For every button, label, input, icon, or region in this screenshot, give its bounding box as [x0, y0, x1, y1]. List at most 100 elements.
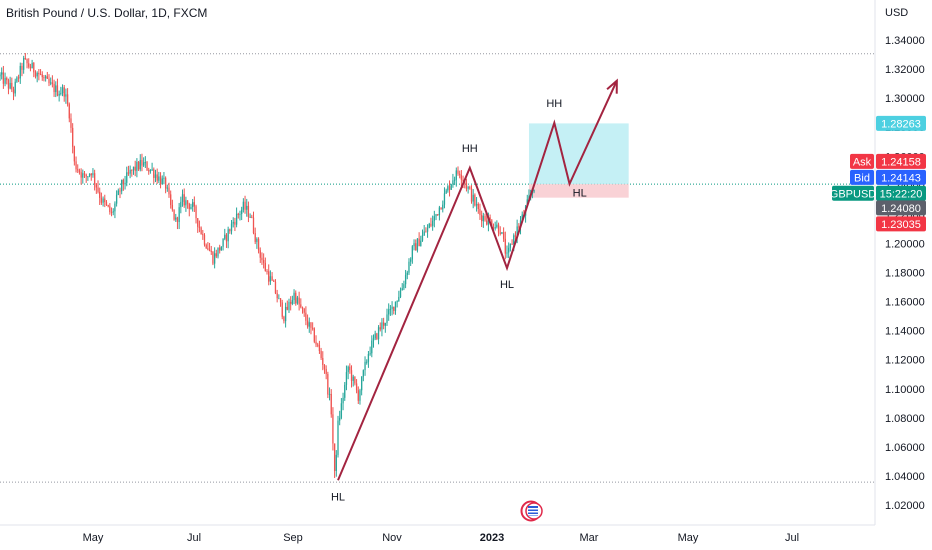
candle-body — [377, 327, 380, 340]
y-tick-label: 1.32000 — [885, 64, 925, 76]
candle-body — [26, 59, 28, 64]
candle-body — [511, 243, 513, 245]
candle-body — [4, 77, 6, 84]
candle-body — [371, 340, 373, 354]
candle-body — [164, 177, 167, 189]
candle-body — [178, 207, 180, 222]
candle-body — [475, 203, 478, 206]
candle-body — [31, 62, 33, 69]
candle-body — [210, 250, 212, 252]
candle-body — [82, 173, 84, 178]
candle-body — [144, 162, 146, 164]
higher-low-label: HL — [573, 187, 587, 199]
y-tick-label: 1.30000 — [885, 93, 925, 105]
candle-body — [188, 203, 190, 210]
projection-arrow-head — [606, 78, 618, 94]
candle-body — [508, 247, 510, 253]
candle-body — [320, 350, 322, 358]
price-tag-bg — [876, 200, 926, 216]
candle-body — [310, 322, 312, 328]
candle-body — [317, 344, 319, 346]
candle-body — [347, 366, 349, 373]
candle-body — [219, 247, 221, 251]
candle-body — [200, 227, 202, 235]
candle-body — [355, 383, 358, 391]
candle-body — [438, 207, 441, 216]
candle-body — [28, 63, 30, 67]
candle-body — [235, 213, 238, 225]
candle-body — [16, 77, 18, 82]
candle-body — [416, 238, 419, 251]
price-tag-value: 1.24143 — [881, 172, 921, 184]
candle-body — [66, 94, 69, 105]
candle-body — [180, 201, 182, 208]
candle-body — [323, 364, 326, 369]
candle-body — [146, 162, 148, 171]
candle-body — [312, 327, 314, 329]
candle-body — [9, 82, 11, 89]
candle-body — [474, 194, 476, 206]
candle-body — [357, 390, 359, 401]
x-tick-label: Jul — [187, 532, 201, 544]
candle-body — [518, 226, 520, 228]
candle-body — [278, 298, 280, 300]
candle-body — [117, 190, 119, 195]
candle-body — [342, 397, 344, 404]
candle-body — [186, 200, 189, 204]
candle-body — [401, 288, 403, 291]
candle-body — [60, 93, 62, 95]
y-tick-label: 1.02000 — [885, 500, 925, 512]
candle-body — [421, 235, 424, 241]
candle-body — [332, 414, 334, 444]
candle-body — [122, 179, 125, 185]
candle-body — [330, 393, 332, 415]
candle-body — [29, 66, 32, 69]
price-tag-label-bg — [832, 185, 874, 201]
candle-body — [6, 77, 8, 81]
price-tag-bg — [876, 185, 926, 201]
candle-body — [1, 72, 3, 75]
candle-body — [440, 207, 442, 210]
candle-body — [514, 235, 517, 237]
candle-body — [195, 206, 197, 219]
candle-body — [284, 306, 287, 322]
candle-body — [428, 223, 430, 228]
candle-body — [410, 259, 412, 262]
currency-label: USD — [885, 7, 908, 19]
candle-body — [39, 74, 42, 76]
candle-body — [328, 393, 331, 395]
target-zone — [528, 123, 629, 185]
candle-body — [139, 159, 141, 170]
candle-body — [109, 206, 111, 213]
candle-body — [136, 161, 138, 171]
candle-body — [335, 454, 337, 471]
candle-body — [247, 205, 250, 217]
candle-body — [85, 174, 87, 177]
candle-body — [232, 221, 234, 224]
candle-body — [306, 320, 309, 327]
candle-body — [418, 238, 420, 247]
price-tag-label-bg — [850, 169, 874, 185]
price-tag-value: 15:22:20 — [880, 188, 923, 200]
candle-body — [350, 370, 353, 381]
candle-body — [406, 272, 408, 275]
candle-body — [415, 243, 417, 251]
candle-body — [56, 85, 59, 96]
candle-body — [203, 235, 206, 245]
x-tick-label: May — [678, 532, 699, 544]
price-tag-label: GBPUSD — [830, 188, 877, 200]
candle-body — [23, 58, 25, 70]
candle-body — [58, 93, 60, 96]
candle-body — [504, 238, 506, 254]
candle-body — [131, 169, 133, 171]
candle-body — [99, 191, 101, 198]
x-tick-label: Nov — [382, 532, 402, 544]
candle-body — [384, 322, 386, 326]
candle-body — [239, 214, 241, 216]
candle-body — [153, 169, 155, 178]
candle-body — [168, 187, 170, 195]
candle-body — [509, 243, 512, 248]
candle-body — [276, 293, 278, 299]
candle-body — [229, 229, 231, 232]
